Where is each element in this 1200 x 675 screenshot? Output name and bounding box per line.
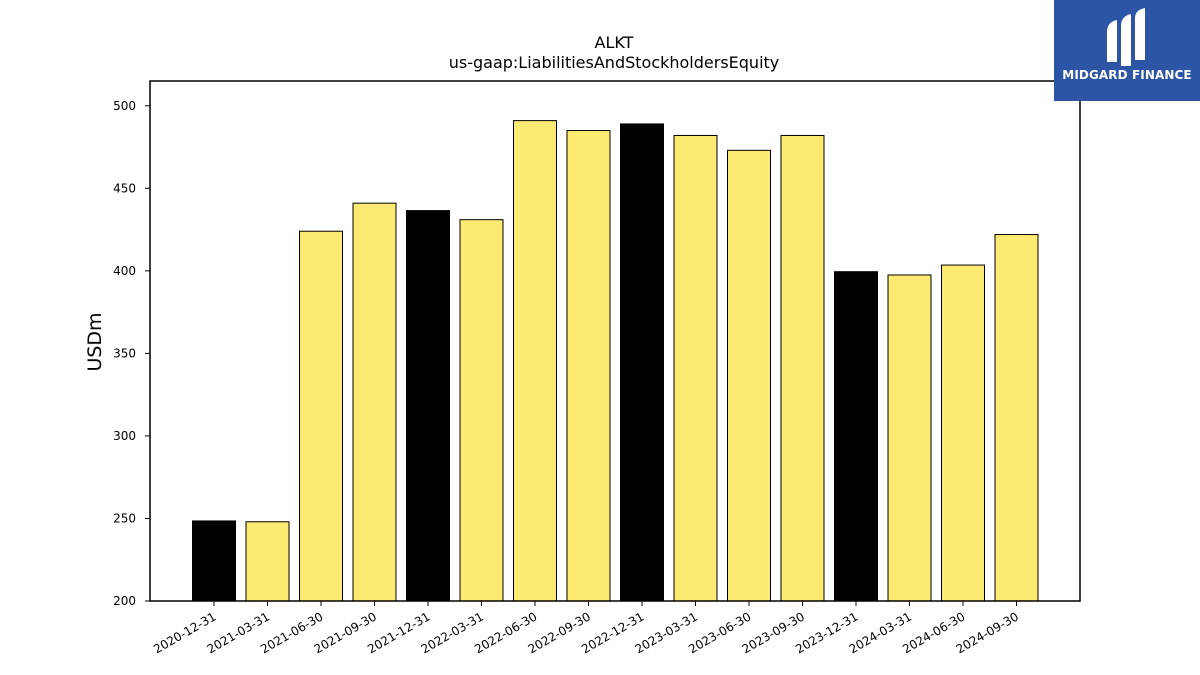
bar-2023-06-30 <box>727 149 771 602</box>
y-tick-label: 200 <box>113 594 136 608</box>
chart-subtitle: us-gaap:LiabilitiesAndStockholdersEquity <box>449 53 780 72</box>
bar-2024-03-31 <box>887 274 932 602</box>
bar-2021-03-31 <box>245 521 290 602</box>
bar-2022-03-31 <box>459 219 504 602</box>
bar-2022-12-31 <box>620 123 664 602</box>
bar-2021-06-30 <box>299 230 343 602</box>
y-tick-label: 250 <box>113 511 136 525</box>
bar-2022-06-30 <box>513 120 557 602</box>
bar-2021-12-31 <box>406 210 450 602</box>
bar-2021-09-30 <box>352 202 397 602</box>
y-tick-label: 350 <box>113 346 136 360</box>
bar-2022-09-30 <box>566 130 611 602</box>
y-tick-label: 500 <box>113 99 136 113</box>
y-tick-label: 450 <box>113 181 136 195</box>
plot-frame <box>149 80 1081 602</box>
bar-2023-12-31 <box>834 271 878 602</box>
bar-2020-12-31 <box>192 520 236 602</box>
y-axis-label: USDm <box>84 312 106 371</box>
y-ticks-group: 200 250 300 350 400 450 500 <box>113 99 150 608</box>
bar-2023-09-30 <box>780 134 825 602</box>
logo-text: MIDGARD FINANCE <box>1062 68 1192 82</box>
x-ticks-group: 2020-12-312021-03-312021-06-302021-09-30… <box>151 601 1021 656</box>
chart-title: ALKT <box>595 33 634 52</box>
bar-2023-03-31 <box>673 134 718 602</box>
bar-2024-06-30 <box>941 264 985 602</box>
midgard-finance-logo: MIDGARD FINANCE <box>1054 0 1200 101</box>
bars-group <box>192 120 1039 602</box>
y-tick-label: 400 <box>113 264 136 278</box>
logo-mark-icon <box>1107 8 1145 66</box>
y-tick-label: 300 <box>113 429 136 443</box>
bar-2024-09-30 <box>994 234 1039 602</box>
